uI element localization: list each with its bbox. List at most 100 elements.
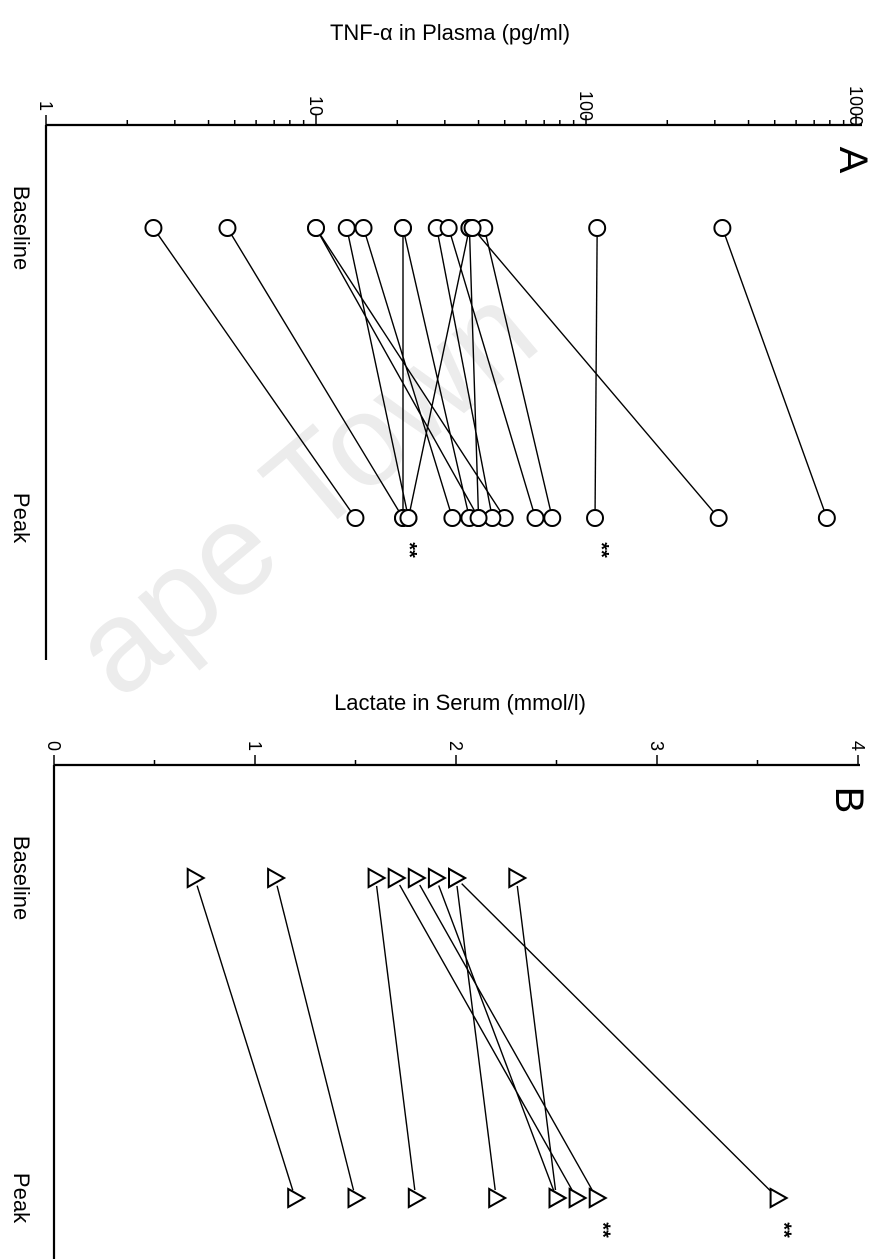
- data-point: [346, 509, 365, 527]
- category-label: Peak: [9, 1173, 34, 1224]
- series-line: [516, 885, 557, 1191]
- data-point: [588, 219, 607, 237]
- data-point: [709, 509, 728, 527]
- tick-label: 100: [576, 91, 596, 121]
- data-point: [186, 867, 206, 889]
- series-line: [724, 235, 825, 511]
- significance-annotation: **: [398, 542, 420, 558]
- series-line: [276, 885, 355, 1191]
- watermark: ape Town: [44, 255, 562, 723]
- tick-label: 1000: [846, 86, 866, 126]
- series: [367, 867, 427, 1209]
- data-point: [588, 1187, 608, 1209]
- series: [463, 219, 728, 527]
- series: [508, 867, 568, 1209]
- data-point: [399, 509, 418, 527]
- panel-a: TNF-α in Plasma (pg/ml) 1 10 100 1000 Basel…: [9, 20, 875, 660]
- series-line: [450, 235, 534, 511]
- panel-a-series: [144, 219, 836, 527]
- data-point: [393, 219, 412, 237]
- series: [448, 867, 789, 1209]
- data-point: [769, 1187, 789, 1209]
- data-point: [267, 867, 287, 889]
- series-line: [461, 883, 773, 1193]
- significance-annotation: **: [592, 1222, 614, 1238]
- data-point: [427, 867, 447, 889]
- tick-label: 1: [36, 101, 56, 111]
- panel-b-ylabel: Lactate in Serum (mmol/l): [334, 690, 586, 715]
- series-line: [365, 235, 451, 511]
- tick-label: 0: [44, 741, 64, 751]
- data-point: [443, 509, 462, 527]
- data-point: [548, 1187, 568, 1209]
- panel-a-label: A: [831, 147, 875, 174]
- data-point: [543, 509, 562, 527]
- series-line: [157, 234, 352, 512]
- data-point: [448, 867, 468, 889]
- data-point: [469, 509, 488, 527]
- series: [475, 219, 562, 527]
- data-point: [367, 867, 387, 889]
- series-line: [438, 885, 555, 1191]
- series-line: [196, 885, 294, 1191]
- series: [407, 867, 608, 1209]
- series-line: [468, 235, 480, 511]
- tick-label: 2: [446, 741, 466, 751]
- data-point: [387, 867, 407, 889]
- panel-a-annotations: ** **: [398, 542, 612, 558]
- data-point: [407, 867, 427, 889]
- data-point: [817, 509, 836, 527]
- panel-a-categories: Baseline Peak: [9, 186, 34, 544]
- data-point: [568, 1187, 588, 1209]
- data-point: [287, 1187, 307, 1209]
- panel-b-label: B: [827, 787, 871, 814]
- data-point: [463, 219, 482, 237]
- panel-b: Lactate in Serum (mmol/l) 0 1 2 3 4 Baseline…: [9, 690, 871, 1259]
- data-point: [488, 1187, 508, 1209]
- series-line: [485, 235, 552, 511]
- series-line: [319, 234, 501, 512]
- panel-a-ticks: 1 10 100 1000: [36, 86, 866, 126]
- series: [267, 867, 367, 1209]
- series-line: [319, 234, 476, 512]
- series-line: [409, 235, 469, 511]
- data-point: [347, 1187, 367, 1209]
- data-point: [144, 219, 163, 237]
- series-line: [404, 235, 469, 511]
- series-line: [231, 234, 400, 512]
- panel-b-ticks: 0 1 2 3 4: [44, 741, 868, 765]
- series: [354, 219, 462, 527]
- data-point: [526, 509, 545, 527]
- data-point: [354, 219, 373, 237]
- panel-b-annotations: ** **: [592, 1222, 795, 1238]
- panel-a-ylabel: TNF-α in Plasma (pg/ml): [330, 20, 570, 45]
- series: [713, 219, 836, 527]
- data-point: [218, 219, 237, 237]
- category-label: Baseline: [9, 836, 34, 920]
- series: [307, 219, 514, 527]
- data-point: [337, 219, 356, 237]
- data-point: [307, 219, 325, 237]
- data-point: [439, 219, 458, 237]
- tick-label: 3: [647, 741, 667, 751]
- tick-label: 10: [306, 96, 326, 116]
- series: [387, 867, 588, 1209]
- category-label: Peak: [9, 493, 34, 544]
- significance-annotation: **: [773, 1222, 795, 1238]
- tick-label: 4: [848, 741, 868, 751]
- series-line: [477, 233, 715, 513]
- tick-label: 1: [245, 741, 265, 751]
- series: [439, 219, 545, 527]
- data-point: [713, 219, 732, 237]
- series-line: [347, 235, 408, 511]
- significance-annotation: **: [590, 542, 612, 558]
- series-line: [375, 885, 416, 1191]
- series-line: [456, 885, 496, 1191]
- data-point: [407, 1187, 427, 1209]
- panel-b-series: [186, 867, 789, 1209]
- series: [144, 219, 365, 527]
- category-label: Baseline: [9, 186, 34, 270]
- series-line: [437, 235, 492, 511]
- series-line: [399, 884, 574, 1192]
